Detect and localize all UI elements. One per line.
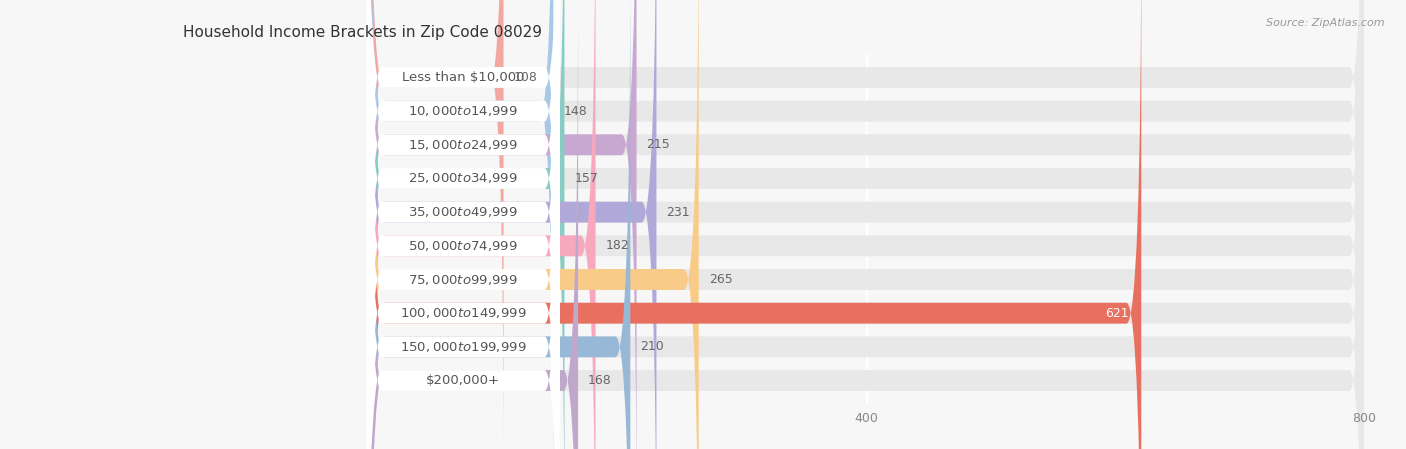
FancyBboxPatch shape — [367, 0, 560, 449]
Text: $10,000 to $14,999: $10,000 to $14,999 — [408, 104, 517, 118]
FancyBboxPatch shape — [367, 0, 560, 449]
FancyBboxPatch shape — [370, 0, 1364, 449]
FancyBboxPatch shape — [370, 0, 1364, 449]
FancyBboxPatch shape — [370, 0, 553, 449]
Text: 210: 210 — [640, 340, 664, 353]
FancyBboxPatch shape — [370, 0, 1364, 449]
Text: 621: 621 — [1105, 307, 1129, 320]
Text: 215: 215 — [647, 138, 671, 151]
FancyBboxPatch shape — [370, 0, 1364, 449]
FancyBboxPatch shape — [370, 0, 578, 449]
Text: 148: 148 — [564, 105, 586, 118]
FancyBboxPatch shape — [370, 0, 564, 449]
Text: 182: 182 — [606, 239, 630, 252]
FancyBboxPatch shape — [367, 0, 560, 449]
FancyBboxPatch shape — [370, 0, 657, 449]
Text: $15,000 to $24,999: $15,000 to $24,999 — [408, 138, 517, 152]
Text: Household Income Brackets in Zip Code 08029: Household Income Brackets in Zip Code 08… — [183, 25, 541, 40]
Text: $200,000+: $200,000+ — [426, 374, 501, 387]
FancyBboxPatch shape — [370, 0, 1364, 449]
FancyBboxPatch shape — [370, 0, 1142, 449]
FancyBboxPatch shape — [367, 0, 560, 449]
FancyBboxPatch shape — [370, 0, 637, 449]
Text: 168: 168 — [588, 374, 612, 387]
Text: $50,000 to $74,999: $50,000 to $74,999 — [408, 239, 517, 253]
FancyBboxPatch shape — [370, 0, 1364, 449]
FancyBboxPatch shape — [367, 0, 560, 449]
FancyBboxPatch shape — [367, 0, 560, 449]
Text: Source: ZipAtlas.com: Source: ZipAtlas.com — [1267, 18, 1385, 28]
Text: Less than $10,000: Less than $10,000 — [402, 71, 524, 84]
Text: 157: 157 — [575, 172, 599, 185]
Text: 231: 231 — [666, 206, 690, 219]
FancyBboxPatch shape — [370, 0, 699, 449]
Text: 108: 108 — [513, 71, 537, 84]
FancyBboxPatch shape — [370, 0, 1364, 449]
Text: $75,000 to $99,999: $75,000 to $99,999 — [408, 273, 517, 286]
FancyBboxPatch shape — [370, 0, 1364, 449]
FancyBboxPatch shape — [370, 0, 630, 449]
Text: $150,000 to $199,999: $150,000 to $199,999 — [399, 340, 526, 354]
Text: $100,000 to $149,999: $100,000 to $149,999 — [399, 306, 526, 320]
Text: 265: 265 — [709, 273, 733, 286]
FancyBboxPatch shape — [367, 0, 560, 449]
FancyBboxPatch shape — [370, 0, 1364, 449]
FancyBboxPatch shape — [370, 0, 503, 449]
FancyBboxPatch shape — [370, 0, 1364, 449]
Text: $25,000 to $34,999: $25,000 to $34,999 — [408, 172, 517, 185]
Text: $35,000 to $49,999: $35,000 to $49,999 — [408, 205, 517, 219]
FancyBboxPatch shape — [367, 0, 560, 449]
FancyBboxPatch shape — [367, 0, 560, 449]
FancyBboxPatch shape — [367, 0, 560, 449]
FancyBboxPatch shape — [370, 0, 596, 449]
